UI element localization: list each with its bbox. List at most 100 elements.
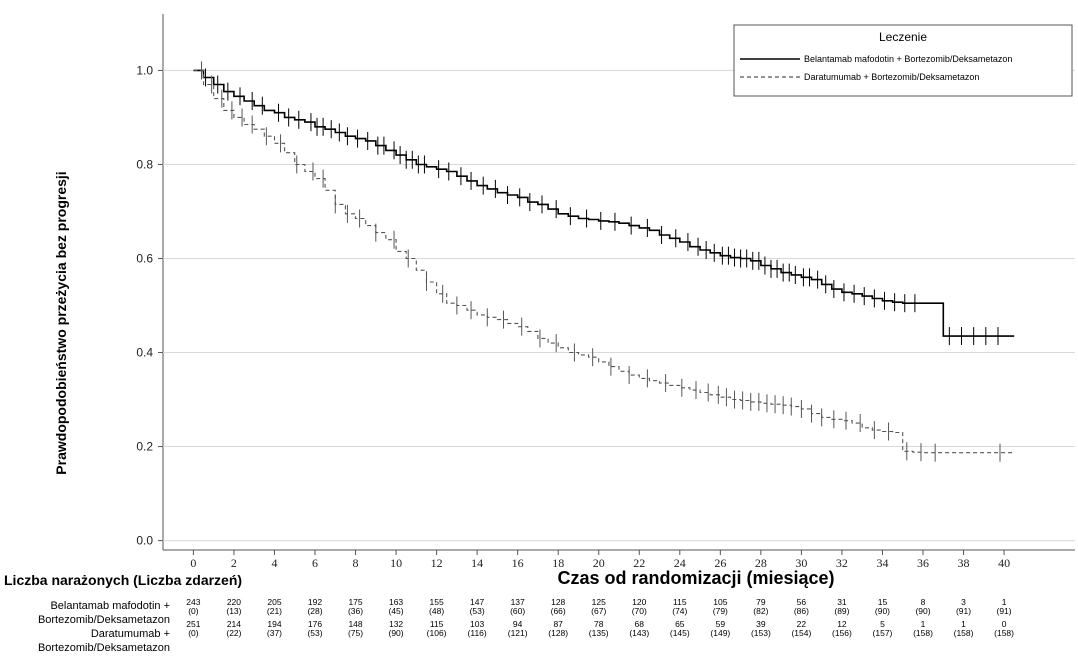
risk-count: 175: [348, 597, 362, 607]
y-tick-label: 0.2: [136, 440, 153, 454]
risk-count: 94: [513, 619, 523, 629]
legend-box: [733, 24, 1073, 97]
x-tick-label: 18: [552, 556, 564, 570]
legend: Leczenie Belantamab mafodotin + Bortezom…: [733, 24, 1073, 97]
risk-events: (158): [994, 628, 1014, 638]
risk-count: 251: [186, 619, 200, 629]
risk-table-title: Liczba narażonych (Liczba zdarzeń): [4, 572, 242, 588]
risk-events: (145): [670, 628, 690, 638]
risk-count: 147: [470, 597, 484, 607]
legend-label-daratumumab: Daratumumab + Bortezomib/Deksametazon: [804, 72, 979, 82]
risk-events: (75): [348, 628, 363, 638]
risk-count: 3: [961, 597, 966, 607]
risk-events: (149): [710, 628, 730, 638]
risk-events: (53): [470, 606, 485, 616]
risk-events: (36): [348, 606, 363, 616]
y-tick-label: 0.4: [136, 346, 153, 360]
x-tick-label: 38: [958, 556, 970, 570]
risk-count: 137: [511, 597, 525, 607]
risk-count: 120: [632, 597, 646, 607]
risk-events: (21): [267, 606, 282, 616]
risk-events: (66): [551, 606, 566, 616]
risk-count: 15: [878, 597, 888, 607]
risk-count: 128: [551, 597, 565, 607]
legend-label-belantamab: Belantamab mafodotin + Bortezomib/Deksam…: [804, 54, 1012, 64]
risk-events: (128): [548, 628, 568, 638]
x-tick-label: 16: [512, 556, 524, 570]
risk-count: 68: [635, 619, 645, 629]
risk-events: (86): [794, 606, 809, 616]
x-tick-label: 20: [593, 556, 605, 570]
risk-count: 39: [756, 619, 766, 629]
risk-row-label-belantamab-2: Bortezomib/Deksametazon: [38, 614, 170, 626]
risk-count: 163: [389, 597, 403, 607]
risk-events: (153): [751, 628, 771, 638]
risk-events: (37): [267, 628, 282, 638]
risk-events: (22): [226, 628, 241, 638]
risk-events: (116): [468, 628, 487, 638]
x-tick-label: 4: [271, 556, 277, 570]
x-tick-label: 24: [674, 556, 686, 570]
risk-events: (154): [791, 628, 811, 638]
series-daratumumab: [193, 61, 1015, 462]
plot-background: [163, 14, 1075, 550]
risk-count: 65: [675, 619, 685, 629]
gridlines: [163, 69, 1075, 542]
risk-count: 0: [1002, 619, 1007, 629]
x-axis-ticks: 0 2 4 6 8 10 12 14 16 18 20 22 24 26 28 30 32 34 36 38 40: [190, 550, 1010, 570]
risk-count: 132: [389, 619, 403, 629]
risk-count: 243: [186, 597, 200, 607]
risk-count: 115: [673, 597, 687, 607]
risk-table-values: 243(0)220(13)205(21)192(28)175(36)163(45…: [186, 597, 1014, 638]
risk-events: (74): [672, 606, 687, 616]
risk-events: (89): [834, 606, 849, 616]
risk-count: 1: [1002, 597, 1007, 607]
risk-count: 194: [267, 619, 281, 629]
risk-events: (0): [188, 606, 199, 616]
risk-count: 205: [267, 597, 281, 607]
x-tick-label: 12: [431, 556, 443, 570]
risk-events: (67): [591, 606, 606, 616]
risk-count: 103: [470, 619, 484, 629]
risk-count: 79: [756, 597, 766, 607]
risk-events: (106): [427, 628, 447, 638]
risk-count: 105: [713, 597, 727, 607]
risk-events: (158): [954, 628, 974, 638]
risk-events: (143): [629, 628, 649, 638]
risk-count: 125: [592, 597, 606, 607]
risk-count: 87: [553, 619, 563, 629]
risk-count: 1: [921, 619, 926, 629]
x-tick-label: 6: [312, 556, 318, 570]
x-tick-label: 2: [231, 556, 237, 570]
risk-events: (53): [307, 628, 322, 638]
risk-events: (135): [589, 628, 609, 638]
y-axis-title: Prawdopodobieństwo przeżycia bez progres…: [53, 171, 69, 474]
x-tick-label: 26: [714, 556, 726, 570]
x-tick-label: 36: [917, 556, 929, 570]
risk-count: 176: [308, 619, 322, 629]
y-axis-ticks: 0.0 0.2 0.4 0.6 0.8 1.0: [136, 63, 163, 548]
risk-events: (91): [956, 606, 971, 616]
risk-count: 8: [921, 597, 926, 607]
risk-events: (158): [913, 628, 933, 638]
plot-area: [162, 14, 1075, 551]
risk-events: (156): [832, 628, 852, 638]
x-tick-label: 0: [190, 556, 196, 570]
risk-count: 115: [430, 619, 444, 629]
risk-events: (82): [753, 606, 768, 616]
risk-count: 59: [716, 619, 726, 629]
risk-table: Liczba narażonych (Liczba zdarzeń) Belan…: [4, 572, 1014, 654]
risk-events: (0): [188, 628, 199, 638]
x-tick-label: 10: [390, 556, 402, 570]
risk-events: (45): [389, 606, 404, 616]
risk-events: (60): [510, 606, 525, 616]
risk-count: 22: [797, 619, 807, 629]
risk-events: (13): [226, 606, 241, 616]
risk-events: (90): [875, 606, 890, 616]
risk-count: 5: [880, 619, 885, 629]
y-tick-label: 1.0: [136, 63, 153, 77]
risk-events: (48): [429, 606, 444, 616]
y-tick-label: 0.8: [136, 157, 153, 171]
risk-events: (79): [713, 606, 728, 616]
